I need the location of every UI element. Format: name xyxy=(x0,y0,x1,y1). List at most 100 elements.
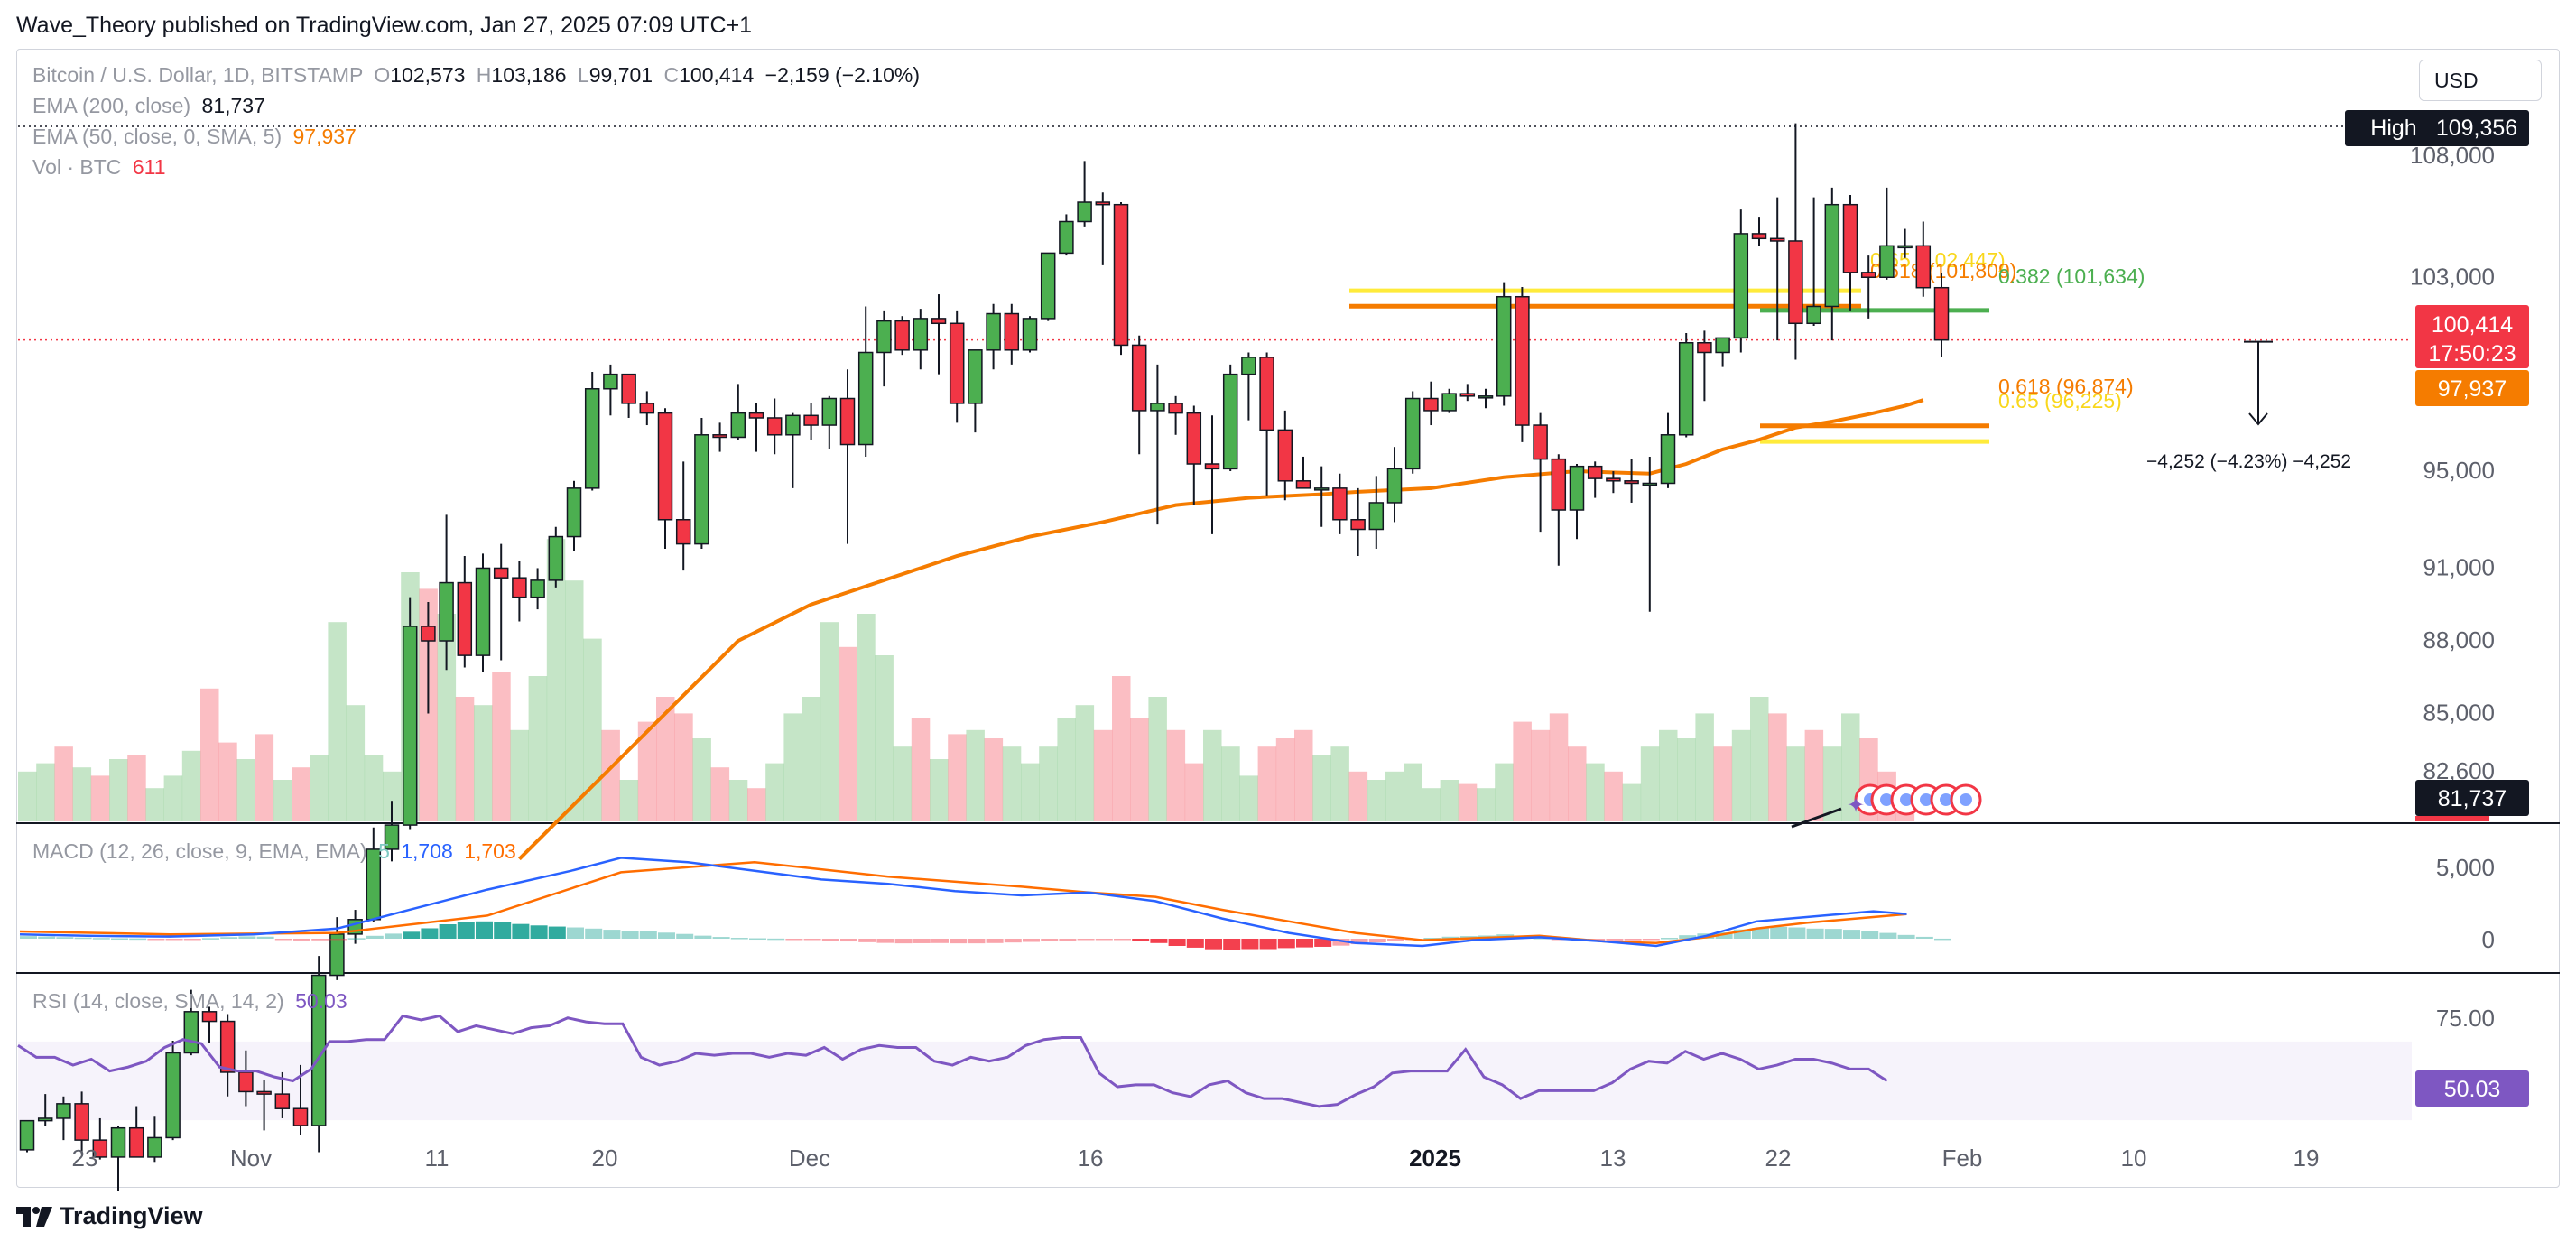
volume-bar xyxy=(783,713,802,821)
macd-histogram-bar xyxy=(1223,939,1241,950)
high-tag-label: High xyxy=(2370,116,2416,141)
last-price-tag-bg xyxy=(2415,305,2529,368)
macd-histogram-bar xyxy=(347,938,366,940)
candle-body xyxy=(219,1020,236,1073)
last-price-tag: 100,414 xyxy=(2432,312,2513,338)
macd-histogram-bar xyxy=(603,930,621,939)
time-tick: 11 xyxy=(425,1144,449,1172)
macd-histogram-bar xyxy=(639,931,657,939)
ema50-legend[interactable]: EMA (50, close, 0, SMA, 5) 97,937 xyxy=(32,125,357,149)
time-tick: Nov xyxy=(230,1144,272,1172)
volume-bar xyxy=(1640,746,1660,821)
price-tick: 95,000 xyxy=(2423,457,2495,484)
macd-histogram-bar xyxy=(676,933,694,939)
macd-histogram-bar xyxy=(1350,939,1368,945)
candle-body xyxy=(165,1052,181,1139)
candle-body xyxy=(1678,341,1694,436)
macd-tick: 0 xyxy=(2482,926,2495,953)
macd-histogram-bar xyxy=(183,939,201,941)
symbol-legend[interactable]: Bitcoin / U.S. Dollar, 1D, BITSTAMP O102… xyxy=(32,63,920,88)
volume-bar xyxy=(948,734,967,821)
macd-label: MACD (12, 26, close, 9, EMA, EMA) xyxy=(32,839,367,863)
macd-histogram-bar xyxy=(1915,936,1933,939)
macd-histogram-bar xyxy=(274,939,292,941)
candle-body xyxy=(584,388,600,489)
open-label: O xyxy=(374,63,391,87)
macd-histogram-bar xyxy=(1332,939,1350,946)
macd-legend[interactable]: MACD (12, 26, close, 9, EMA, EMA) 5 1,70… xyxy=(32,839,516,864)
candle-body xyxy=(1751,233,1767,240)
macd-histogram-bar xyxy=(1296,939,1313,948)
macd-histogram-bar xyxy=(1788,927,1806,939)
fib-label-lower-065: 0.65 (96,225) xyxy=(1998,389,2122,412)
macd-histogram-bar xyxy=(986,939,1004,943)
macd-histogram-bar xyxy=(1077,939,1095,941)
macd-histogram-bar xyxy=(1861,931,1879,939)
volume-bar xyxy=(1695,713,1714,821)
macd-histogram-bar xyxy=(494,922,512,939)
candle-body xyxy=(1168,403,1183,414)
macd-histogram-bar xyxy=(92,938,110,940)
ema200-value: 81,737 xyxy=(201,94,265,117)
candle-body xyxy=(1915,245,1932,289)
candle-body xyxy=(821,397,838,426)
price-tick: 85,000 xyxy=(2423,700,2495,727)
macd-histogram-bar xyxy=(74,937,92,940)
macd-histogram-bar xyxy=(1132,939,1150,941)
publish-line: Wave_Theory published on TradingView.com… xyxy=(16,13,753,38)
candle-body xyxy=(183,1011,199,1054)
volume-bar xyxy=(1495,763,1514,821)
tradingview-logo[interactable]: TradingView xyxy=(16,1202,203,1230)
volume-bar xyxy=(802,697,821,821)
volume-bar xyxy=(163,775,183,821)
candle-body xyxy=(1478,395,1494,399)
candle-body xyxy=(128,1126,144,1158)
macd-signal-value: 1,703 xyxy=(464,839,516,863)
volume-bar xyxy=(474,705,493,821)
ema200-legend[interactable]: EMA (200, close) 81,737 xyxy=(32,94,265,118)
volume-bar xyxy=(1731,729,1751,821)
candle-body xyxy=(493,567,509,579)
candle-body xyxy=(292,1107,309,1126)
macd-line xyxy=(19,857,1907,948)
volume-legend[interactable]: Vol · BTC 611 xyxy=(32,155,165,180)
low-value: 99,701 xyxy=(588,63,653,87)
macd-histogram-bar xyxy=(567,927,584,939)
candle-body xyxy=(512,577,527,598)
macd-histogram-bar xyxy=(1387,939,1404,941)
time-tick: Dec xyxy=(789,1144,830,1172)
macd-histogram-bar xyxy=(621,931,639,939)
volume-bar xyxy=(747,788,766,821)
macd-histogram-bar xyxy=(293,939,310,941)
candle-body xyxy=(147,1136,162,1158)
volume-bar xyxy=(1440,780,1459,821)
macd-histogram-bar xyxy=(1752,928,1769,939)
sparkle-icon: ✦ xyxy=(1847,793,1865,818)
volume-bar xyxy=(583,638,602,821)
rsi-legend[interactable]: RSI (14, close, SMA, 14, 2) 50.03 xyxy=(32,989,347,1014)
volume-bar xyxy=(72,767,92,821)
candle-body xyxy=(1332,487,1348,521)
volume-bar xyxy=(181,750,201,821)
time-tick: 19 xyxy=(2293,1144,2320,1172)
currency-button[interactable]: USD xyxy=(2419,60,2542,101)
macd-histogram-bar xyxy=(1824,929,1842,939)
volume-bar xyxy=(820,622,839,821)
candle-body xyxy=(238,1071,254,1093)
change-value: −2,159 (−2.10%) xyxy=(764,63,920,87)
macd-histogram-bar xyxy=(111,938,128,941)
candle-body xyxy=(1386,468,1403,504)
event-flag-dot xyxy=(1880,793,1893,806)
macd-histogram-bar xyxy=(20,936,37,939)
macd-histogram-bar xyxy=(821,939,839,941)
volume-bar xyxy=(857,614,876,821)
macd-histogram-bar xyxy=(1715,931,1733,939)
volume-bar xyxy=(1422,788,1441,821)
volume-bar xyxy=(1184,763,1204,821)
macd-histogram-bar xyxy=(457,922,475,939)
candle-body xyxy=(1441,393,1457,412)
candle-body xyxy=(439,581,454,642)
volume-bar xyxy=(236,759,255,821)
chart-frame xyxy=(16,49,2560,1188)
